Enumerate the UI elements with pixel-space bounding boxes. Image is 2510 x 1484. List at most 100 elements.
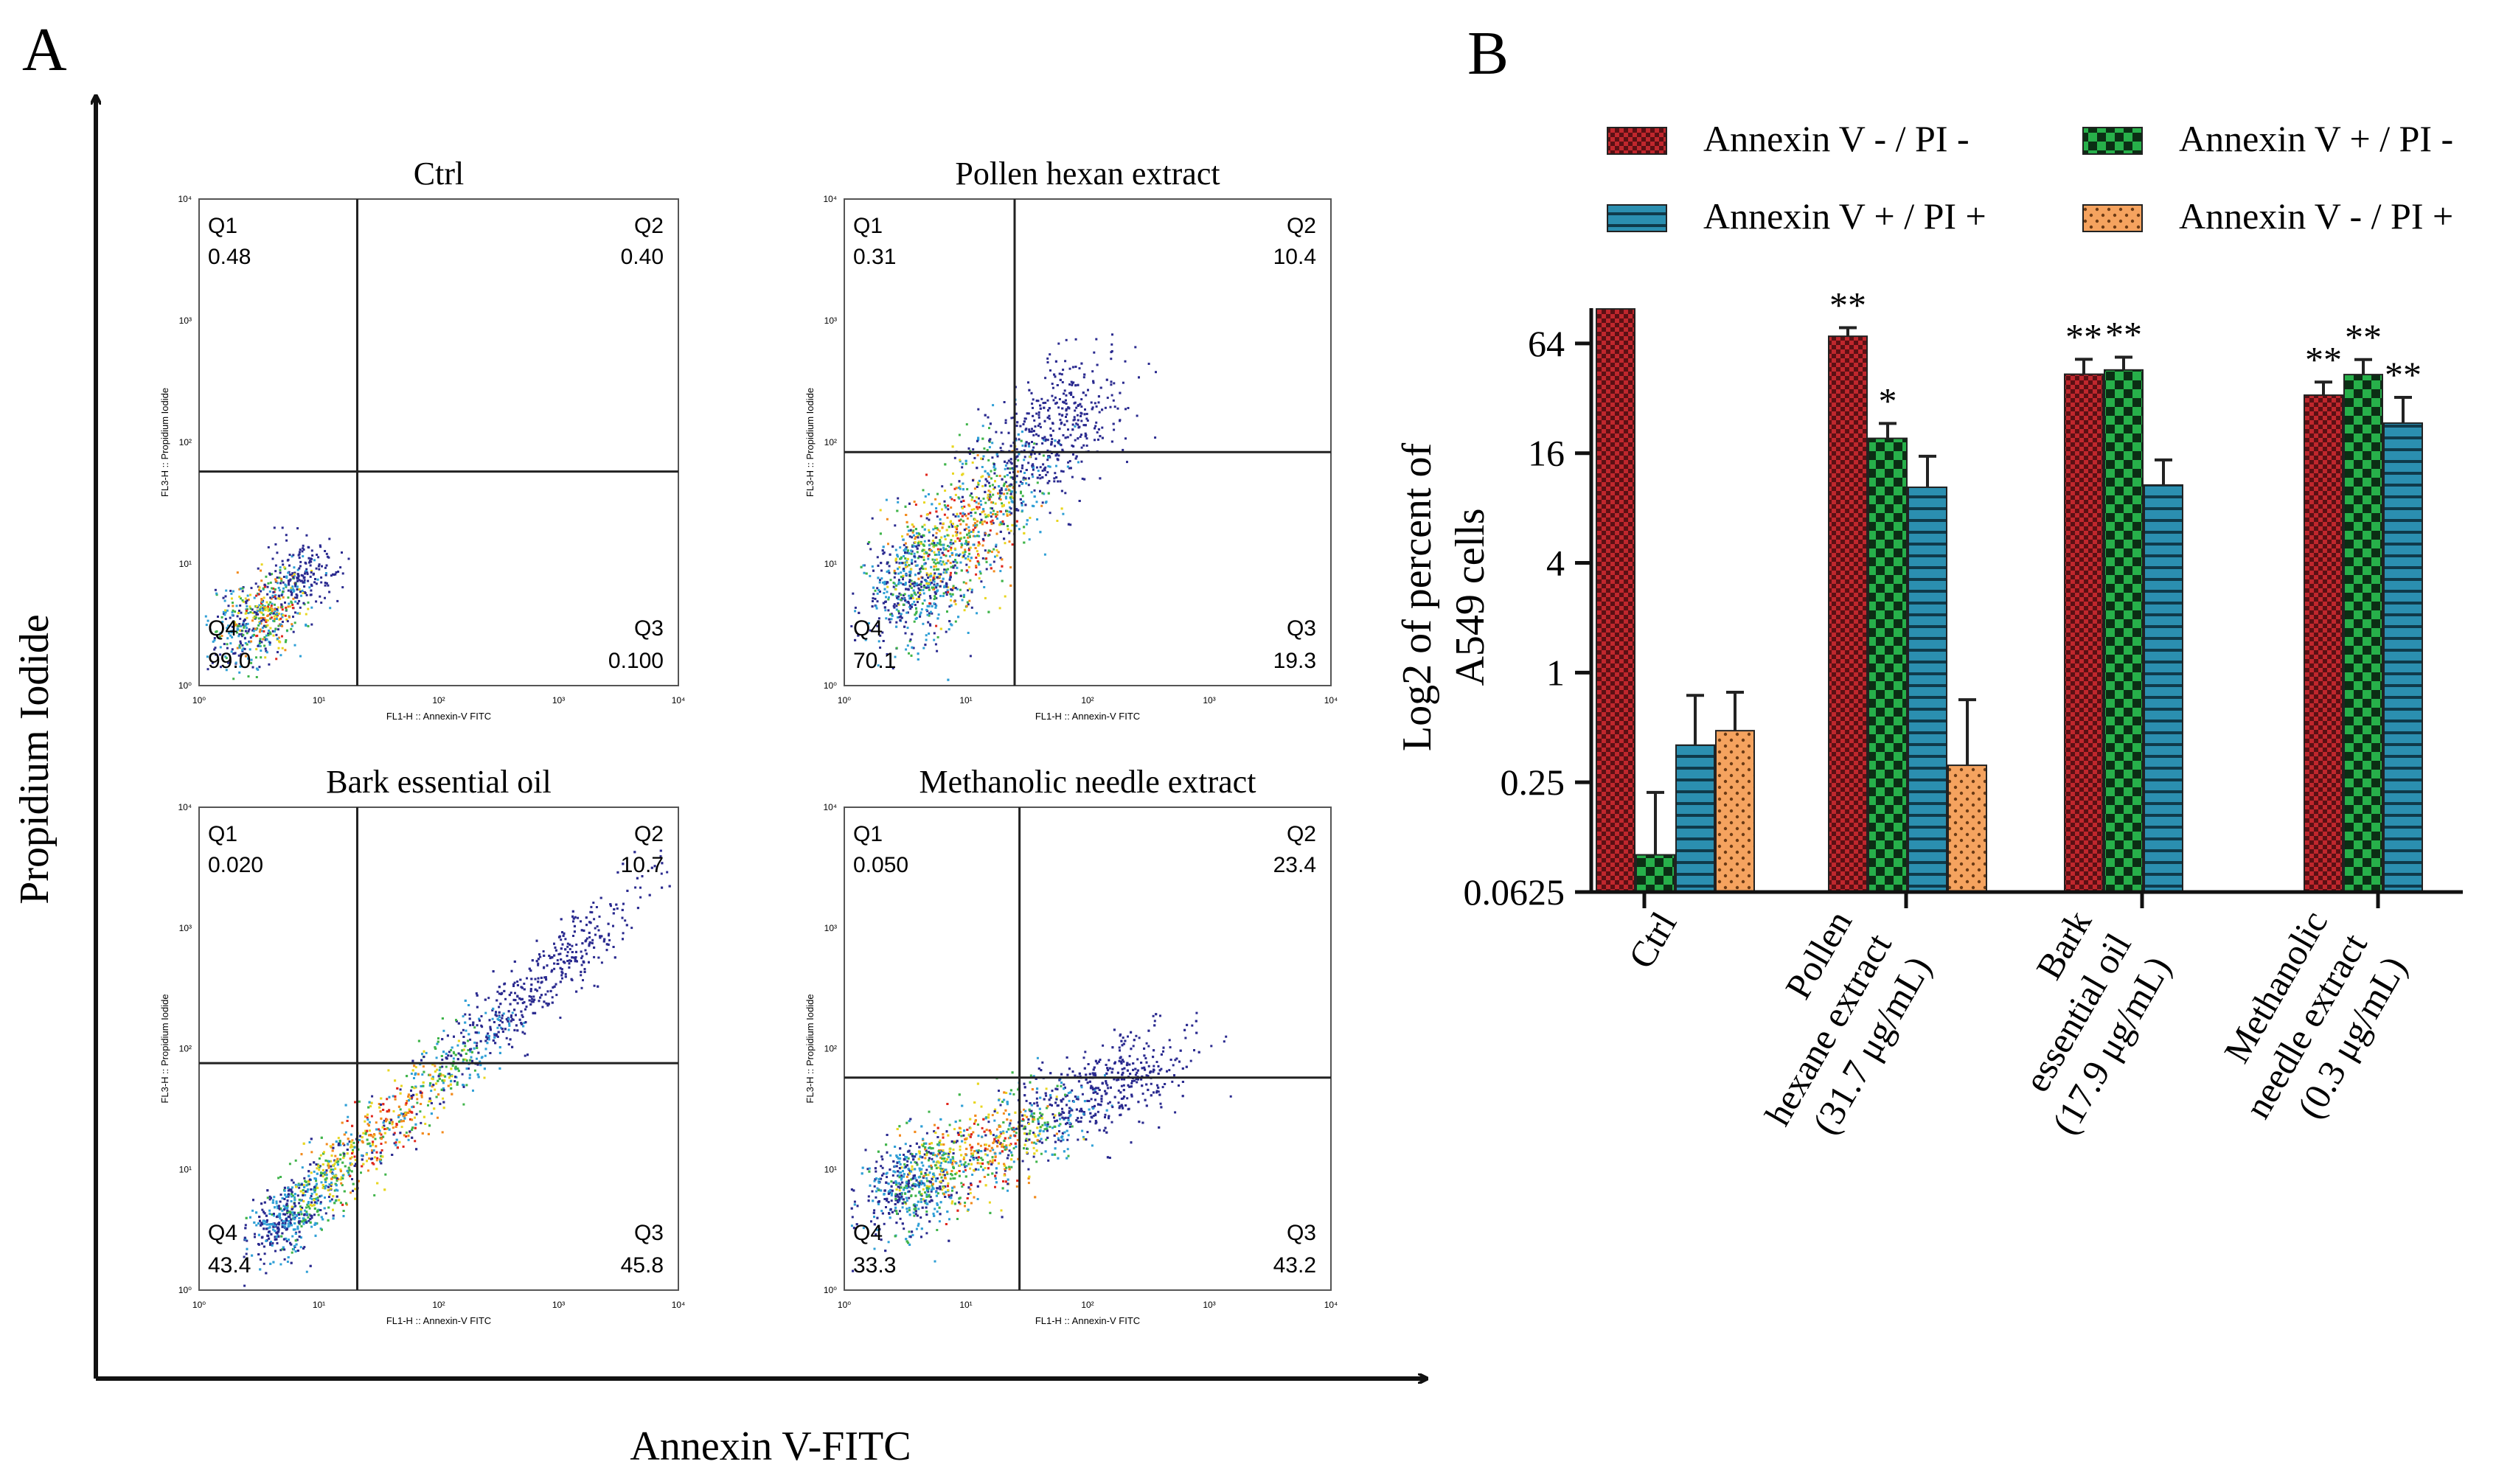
event-dot — [950, 551, 953, 554]
event-dot — [914, 536, 917, 538]
event-dot — [267, 610, 270, 613]
event-dot — [343, 1143, 346, 1146]
event-dot — [254, 627, 257, 630]
event-dot — [624, 919, 627, 922]
event-dot — [296, 596, 299, 599]
event-dot — [660, 872, 663, 875]
event-dot — [1009, 529, 1012, 532]
event-dot — [297, 1183, 300, 1186]
event-dot — [223, 599, 226, 602]
event-dot — [521, 1002, 524, 1005]
event-dot — [594, 927, 597, 930]
event-dot — [945, 593, 948, 596]
event-dot — [391, 1154, 394, 1156]
event-dot — [1015, 509, 1018, 512]
event-dot — [897, 602, 900, 605]
event-dot — [447, 1084, 450, 1087]
event-dot — [282, 1246, 285, 1249]
event-dot — [1054, 439, 1057, 442]
event-dot — [1023, 472, 1026, 474]
event-dot — [975, 501, 978, 504]
event-dot — [219, 653, 222, 656]
event-dot — [319, 595, 321, 598]
event-dot — [929, 583, 932, 586]
event-dot — [966, 601, 969, 604]
event-dot — [957, 616, 960, 619]
event-dot — [919, 592, 921, 594]
event-dot — [900, 597, 903, 600]
event-dot — [1033, 419, 1036, 422]
event-dot — [1004, 419, 1007, 422]
event-dot — [1054, 360, 1057, 363]
event-dot — [900, 562, 902, 565]
event-dot — [379, 1152, 382, 1154]
event-dot — [212, 640, 215, 643]
event-dot — [469, 1050, 472, 1053]
event-dot — [276, 1205, 279, 1208]
event-dot — [932, 528, 935, 531]
event-dot — [945, 529, 948, 532]
event-dot — [884, 609, 887, 612]
event-dot — [275, 1236, 278, 1239]
event-dot — [282, 563, 285, 566]
event-dot — [283, 1208, 286, 1211]
event-dot — [1094, 427, 1096, 430]
event-dot — [905, 611, 908, 614]
event-dot — [607, 922, 610, 925]
event-dot — [238, 595, 241, 598]
event-dot — [327, 1162, 330, 1165]
event-dot — [976, 467, 978, 470]
event-dot — [1106, 397, 1109, 400]
flow-plot-frame — [844, 198, 1332, 686]
event-dot — [282, 581, 285, 584]
event-dot — [596, 925, 599, 928]
event-dot — [1035, 433, 1037, 436]
event-dot — [961, 599, 964, 602]
event-dot — [958, 433, 961, 436]
event-dot — [897, 579, 900, 582]
event-dot — [1009, 461, 1012, 464]
event-dot — [995, 548, 998, 551]
event-dot — [296, 576, 299, 579]
event-dot — [605, 949, 608, 952]
event-dot — [255, 611, 258, 614]
event-dot — [394, 1141, 397, 1144]
event-dot — [1037, 414, 1040, 417]
event-dot — [469, 1024, 472, 1027]
event-dot — [373, 1194, 376, 1196]
event-dot — [277, 647, 280, 649]
event-dot — [593, 946, 596, 949]
event-dot — [1054, 472, 1057, 475]
event-dot — [928, 633, 931, 635]
event-dot — [347, 1138, 350, 1140]
event-dot — [917, 572, 919, 575]
event-dot — [302, 1184, 305, 1187]
event-dot — [981, 544, 984, 547]
event-dot — [978, 479, 981, 482]
event-dot — [523, 1001, 526, 1003]
event-dot — [364, 1115, 367, 1118]
event-dot — [1048, 480, 1051, 483]
event-dot — [320, 581, 323, 584]
event-dot — [595, 906, 598, 908]
event-dot — [566, 960, 569, 962]
event-dot — [416, 1098, 419, 1101]
event-dot — [967, 565, 970, 568]
event-dot — [524, 1021, 527, 1024]
event-dot — [274, 588, 277, 591]
event-dot — [429, 1099, 432, 1102]
event-dot — [934, 591, 936, 593]
event-dot — [912, 529, 915, 532]
event-dot — [636, 877, 639, 879]
event-dot — [296, 579, 299, 582]
event-dot — [999, 498, 1002, 501]
event-dot — [513, 981, 516, 984]
event-dot — [992, 570, 995, 573]
event-dot — [1035, 466, 1038, 469]
event-dot — [894, 557, 897, 560]
event-dot — [882, 640, 885, 642]
event-dot — [947, 549, 950, 552]
event-dot — [1009, 476, 1012, 479]
event-dot — [259, 605, 262, 608]
event-dot — [911, 582, 914, 585]
